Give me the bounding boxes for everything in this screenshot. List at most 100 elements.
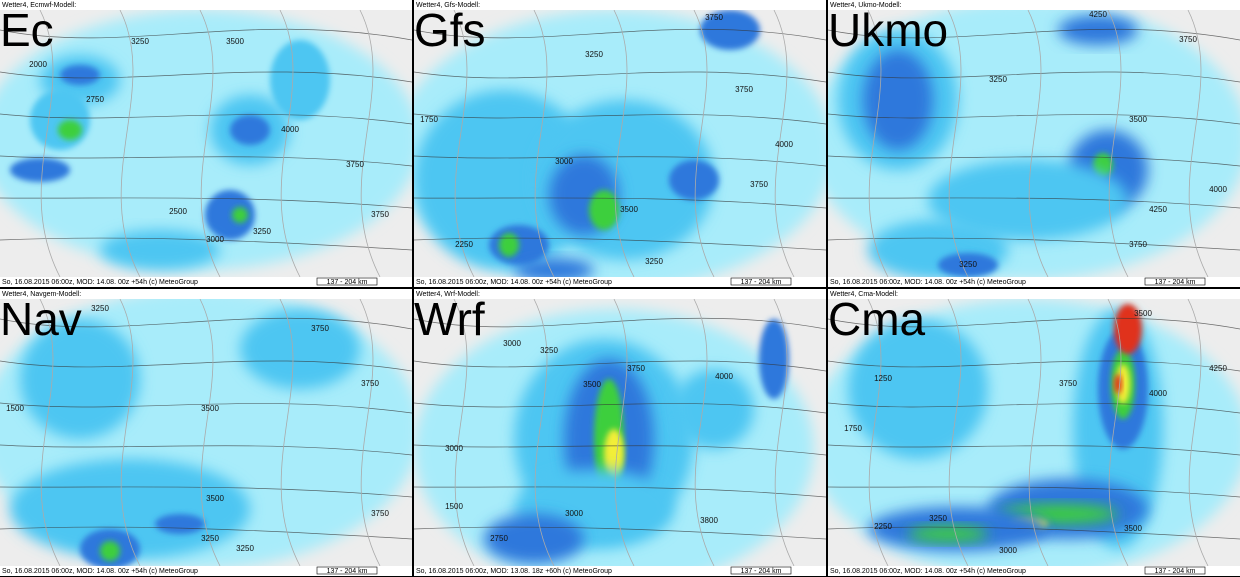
model-label: Gfs [414, 4, 486, 56]
precip-area [270, 40, 330, 120]
model-label: Nav [0, 293, 82, 345]
contour-label: 3250 [540, 346, 558, 355]
footer-text: So, 16.08.2015 06:00z, MOD: 14.08. 00z +… [830, 568, 1026, 575]
contour-label: 3250 [236, 544, 254, 553]
header-text: Wetter4, Wrf-Modell: [416, 291, 480, 298]
border-line [0, 486, 412, 498]
header-text: Wetter4, Cma-Modell: [830, 291, 898, 298]
footer-text: So, 16.08.2015 06:00z, MOD: 14.08. 00z +… [2, 279, 198, 286]
model-panel: 3750 3250 1750 3750 3000 3500 2250 3750 4000 3250… [414, 0, 826, 287]
scale-box [1144, 277, 1206, 286]
contour-label: 3250 [929, 514, 947, 523]
border-line [828, 237, 1240, 251]
contour-label: 2250 [874, 522, 892, 531]
border-line [414, 113, 826, 125]
contour-label: 3500 [201, 404, 219, 413]
contour-label: 3500 [620, 205, 638, 214]
precip-area [863, 50, 933, 150]
map-lines [828, 317, 1240, 540]
contour-label: 3500 [1124, 524, 1142, 533]
isoline [867, 9, 889, 278]
isolines [867, 298, 1209, 567]
border-line [414, 402, 826, 414]
model-panel: 3250 3750 1500 3500 3750 3500 3250 3750 3250 Wett… [0, 289, 412, 576]
isoline [199, 298, 221, 567]
precip-area [240, 309, 360, 389]
precip-area [759, 319, 789, 399]
model-panel: 3000 3250 3500 3750 4000 3000 1500 2750 3000 3800… [414, 289, 826, 576]
scale-text: 137 - 204 km [741, 279, 782, 286]
header-bar [828, 0, 1240, 10]
border-line [0, 71, 412, 83]
contour-label: 2750 [490, 534, 508, 543]
isoline [359, 9, 381, 278]
map-lines [414, 317, 826, 540]
contour-label: 3750 [361, 379, 379, 388]
border-line [828, 402, 1240, 414]
isolines [453, 298, 795, 567]
precip-area [928, 160, 1128, 240]
border-line [0, 317, 412, 330]
border-line [0, 28, 412, 41]
precip-area [938, 253, 998, 277]
header-text: Wetter4, Gfs-Modell: [416, 2, 480, 9]
contour-label: 3250 [989, 75, 1007, 84]
precip-area [589, 190, 619, 230]
header-bar [0, 0, 412, 10]
precip-area [155, 514, 205, 534]
border-line [414, 444, 826, 456]
contour-label: 3250 [131, 37, 149, 46]
isoline [773, 9, 795, 278]
border-line [0, 155, 412, 167]
isoline [1107, 298, 1129, 567]
footer-text: So, 16.08.2015 06:00z, MOD: 13.08. 18z +… [416, 568, 612, 575]
precip-area [58, 120, 82, 140]
border-line [828, 71, 1240, 83]
contour-label: 1750 [420, 115, 438, 124]
isolines [867, 9, 1209, 278]
contour-label: 3250 [585, 50, 603, 59]
header-text: Wetter4, Navgem-Modell: [2, 291, 81, 298]
footer-text: So, 16.08.2015 06:00z, MOD: 14.08. 00z +… [830, 279, 1026, 286]
isoline [453, 298, 475, 567]
border-line [0, 526, 412, 540]
border-line [828, 197, 1240, 209]
border-line [414, 526, 826, 540]
isoline [359, 298, 381, 567]
contour-label: 3750 [627, 364, 645, 373]
contour-label: 4250 [1149, 205, 1167, 214]
contour-label: 3750 [705, 13, 723, 22]
border-line [0, 360, 412, 372]
isoline [1187, 298, 1209, 567]
contour-label: 3750 [346, 160, 364, 169]
border-line [414, 28, 826, 41]
precip-area [1114, 304, 1142, 354]
header-bar [414, 0, 826, 10]
precip-area [100, 541, 120, 561]
header-bar [0, 289, 412, 299]
border-line [828, 526, 1240, 540]
map-lines [0, 317, 412, 540]
contour-label: 1250 [874, 374, 892, 383]
contour-label: 3000 [565, 509, 583, 518]
contour-label: 3500 [206, 494, 224, 503]
model-panel: 3250 3500 2000 2750 4000 3750 2500 3250 3000 3750… [0, 0, 412, 287]
isoline [1027, 9, 1049, 278]
scale-box [730, 566, 792, 575]
precip-area [1093, 153, 1113, 177]
precip-area [10, 158, 70, 182]
contour-label: 3000 [999, 546, 1017, 555]
isoline [119, 9, 141, 278]
contour-label: 4000 [775, 140, 793, 149]
scale-box [730, 277, 792, 286]
contour-label: 3800 [700, 516, 718, 525]
precip-area [674, 369, 754, 449]
contour-label: 3000 [555, 157, 573, 166]
contour-label: 3750 [750, 180, 768, 189]
precip-area [669, 160, 719, 200]
isoline [119, 298, 141, 567]
contour-label: 3750 [371, 509, 389, 518]
isoline [613, 298, 635, 567]
contour-label: 3250 [645, 257, 663, 266]
scale-box [1144, 566, 1206, 575]
